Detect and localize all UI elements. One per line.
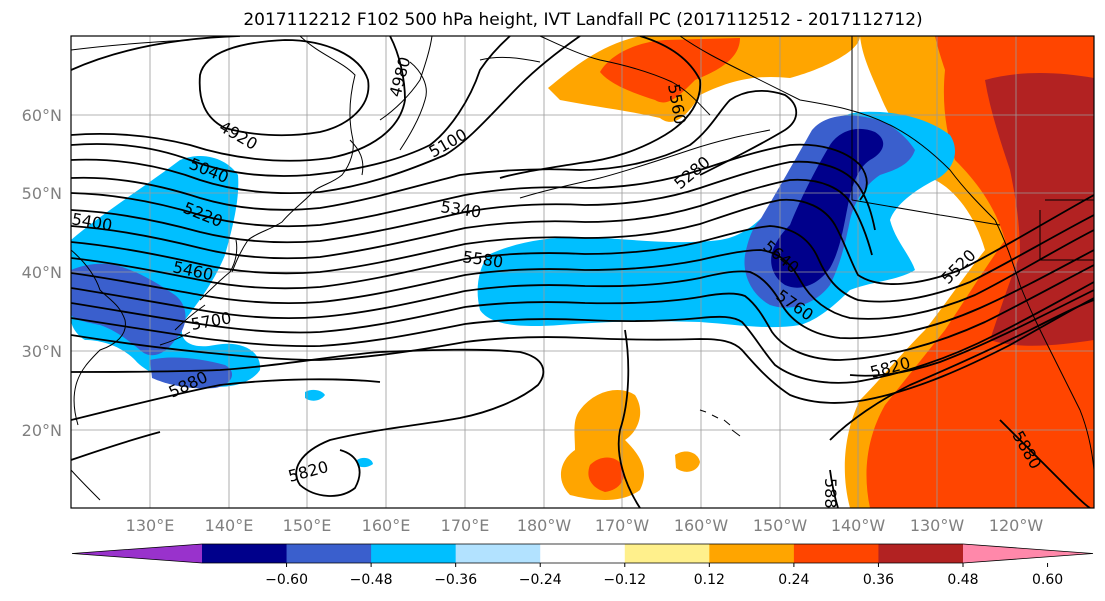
alaska-red-region (600, 38, 740, 103)
small-orange-patch (675, 451, 700, 472)
colorbar-segment (709, 544, 795, 563)
coastlines (71, 36, 1094, 501)
contour-4980 (71, 36, 406, 162)
lon-label-140w: 140°W (831, 516, 886, 535)
contour-5700 (71, 281, 1094, 384)
canada-borders (851, 36, 1094, 261)
north-america-coastline (994, 219, 1094, 471)
contour-5460 (71, 214, 1094, 303)
contour-5100 (71, 36, 702, 195)
japan-blue-region-2 (150, 357, 233, 389)
lon-label-150w: 150°W (753, 516, 808, 535)
subtropical-red-patch (588, 457, 625, 492)
colorbar-tick-label: −0.12 (603, 572, 646, 588)
contour-5580 (71, 249, 1094, 340)
map-area: 4920 4980 5100 5280 5340 5040 5220 5400 … (70, 35, 1095, 519)
colorbar-segment (624, 544, 710, 563)
colorbar-tick-label: −0.24 (519, 572, 562, 588)
contour-5520 (71, 229, 1094, 320)
contour-5340 (71, 178, 873, 260)
height-contours (71, 36, 1094, 508)
lon-label-150e: 150°E (283, 516, 332, 535)
colorbar-tick-label: 0.60 (1032, 572, 1063, 588)
gulf-alaska-darkblue-region (771, 128, 884, 288)
lon-label-160w: 160°W (674, 516, 729, 535)
colorbar-segment (793, 544, 879, 563)
lat-label-20n: 20°N (22, 421, 62, 440)
contour-5640 (71, 264, 1094, 361)
korea-china-coastline (71, 249, 126, 501)
japan-coastline (159, 239, 238, 346)
negative-anomaly-regions (71, 111, 955, 468)
lon-label-170e: 170°E (441, 516, 490, 535)
gridlines (71, 36, 1094, 508)
contour-4920 (198, 39, 370, 137)
colorbar-tick-label: 0.48 (947, 572, 978, 588)
kamchatka-coast (349, 61, 427, 176)
colorbar-tick-label: 0.36 (863, 572, 894, 588)
lat-label-50n: 50°N (22, 184, 62, 203)
contour-5160 (71, 89, 798, 211)
colorbar-tick-label: 0.24 (778, 572, 809, 588)
contour-5880 (71, 299, 1094, 508)
alaska-coastline (539, 36, 996, 221)
colorbar-segment (455, 544, 541, 563)
colorbar-tick-label: −0.48 (350, 572, 393, 588)
colorbar-tick-label: −0.60 (265, 572, 308, 588)
map-frame (70, 35, 1095, 509)
contour-5280 (71, 160, 876, 244)
colorbar-segment (202, 544, 288, 563)
lon-label-170w: 170°W (595, 516, 650, 535)
asia-coastline (71, 36, 541, 273)
contour-label-5880-south: 5880 (821, 478, 840, 519)
lat-label-30n: 30°N (22, 342, 62, 361)
lon-label-120w: 120°W (989, 516, 1044, 535)
lat-label-40n: 40°N (22, 263, 62, 282)
colorbar-tick-label: 0.12 (694, 572, 725, 588)
map-title: 2017112212 F102 500 hPa height, IVT Land… (243, 10, 922, 30)
hawaii-islands (699, 409, 741, 437)
small-blue-patch-2 (357, 457, 373, 468)
longitude-labels: 130°E 140°E 150°E 160°E 170°E 180°W 170°… (126, 516, 1044, 535)
colorbar-segment (371, 544, 457, 563)
colorbar-tick-label: −0.36 (434, 572, 477, 588)
colorbar-segment (878, 544, 964, 563)
latitude-labels: 60°N 50°N 40°N 30°N 20°N (22, 106, 62, 440)
lon-label-180w: 180°W (517, 516, 572, 535)
lon-label-130w: 130°W (910, 516, 965, 535)
lon-label-140e: 140°E (205, 516, 254, 535)
lat-label-60n: 60°N (22, 106, 62, 125)
contour-5820 (71, 289, 1094, 508)
contour-5400 (71, 194, 1094, 285)
lon-label-160e: 160°E (362, 516, 411, 535)
colorbar-segment (540, 544, 626, 563)
colorbar-outline (71, 543, 1094, 564)
colorbar-extend-high (963, 544, 1093, 563)
small-blue-patch (305, 389, 325, 401)
colorbar: −0.60 −0.48 −0.36 −0.24 −0.12 0.12 0.24 0.36 0.4… (71, 543, 1094, 588)
contour-5220 (71, 143, 868, 228)
contour-5040 (71, 36, 511, 177)
west-coast-darkred-region (985, 73, 1094, 346)
lon-label-130e: 130°E (126, 516, 175, 535)
contour-5760 (71, 297, 1094, 404)
colorbar-segment (286, 544, 372, 563)
colorbar-extend-low-fill (72, 544, 202, 563)
